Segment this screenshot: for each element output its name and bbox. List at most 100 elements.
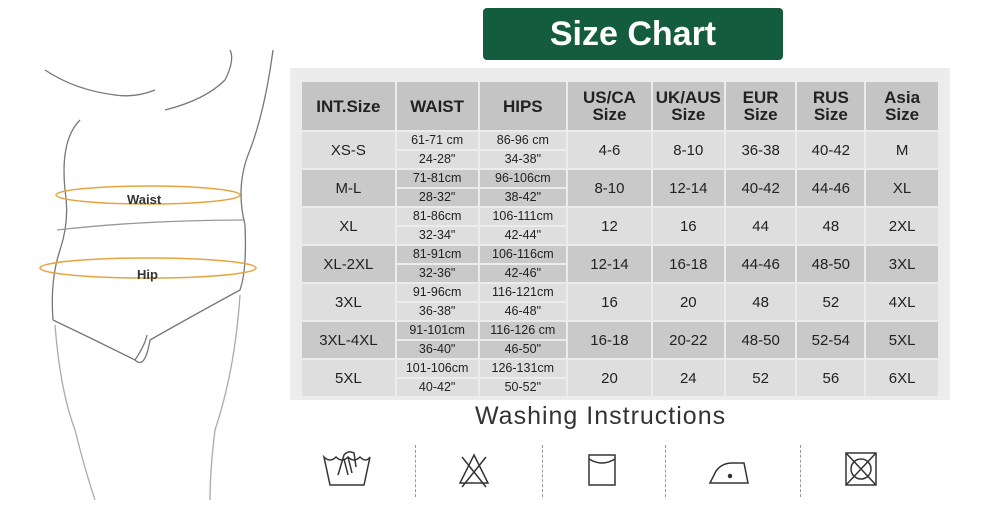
cell-rus: 44-46 [795,168,867,208]
cell-uk: 16-18 [650,244,726,284]
table-row: XL 81-86cm 106-111cm 12 16 44 48 2XL [300,206,940,246]
cell-hips-in: 42-44" [477,225,569,246]
cell-uk: 8-10 [650,130,726,170]
divider [542,445,543,497]
cell-hips-cm: 106-116cm [477,244,569,265]
cell-waist-cm: 91-96cm [394,282,480,303]
cell-rus: 52-54 [795,320,867,360]
size-table: INT.Size WAIST HIPS US/CA Size UK/AUS Size EU… [300,80,940,398]
cell-waist-in: 28-32" [394,187,480,208]
cell-hips-in: 42-46" [477,263,569,284]
cell-rus: 56 [795,358,867,398]
cell-int: 5XL [300,358,397,398]
table-row-inches: 28-32" 38-42" [301,187,939,208]
cell-asia: 2XL [864,206,940,246]
hip-label: Hip [137,267,158,282]
column-header: EUR Size [723,80,798,132]
cell-eur: 52 [723,358,798,398]
cell-hips-cm: 96-106cm [477,168,569,189]
table-row-inches: 36-38" 46-48" [301,301,939,322]
hand-wash-icon [322,445,372,495]
iron-low-icon [708,445,752,495]
cell-us: 20 [566,358,653,398]
cell-uk: 24 [650,358,726,398]
cell-us: 16 [566,282,653,322]
table-row: XL-2XL 81-91cm 106-116cm 12-14 16-18 44-46 48-… [300,244,940,284]
cell-asia: 5XL [864,320,940,360]
cell-hips-in: 50-52" [477,377,569,398]
column-header: INT.Size [300,80,397,132]
cell-hips-cm: 106-111cm [477,206,569,227]
table-row: 3XL 91-96cm 116-121cm 16 20 48 52 4XL [300,282,940,322]
cell-us: 8-10 [566,168,653,208]
cell-rus: 52 [795,282,867,322]
cell-waist-in: 36-40" [394,339,480,360]
cell-asia: 6XL [864,358,940,398]
cell-hips-cm: 86-96 cm [477,130,569,151]
cell-int: XL [300,206,397,246]
dry-flat-icon [587,445,617,495]
cell-hips-cm: 126-131cm [477,358,569,379]
table-row-inches: 24-28" 34-38" [301,149,939,170]
cell-int: 3XL [300,282,397,322]
cell-hips-in: 46-50" [477,339,569,360]
cell-waist-in: 36-38" [394,301,480,322]
cell-uk: 20 [650,282,726,322]
cell-int: XL-2XL [300,244,397,284]
cell-int: XS-S [300,130,397,170]
cell-rus: 40-42 [795,130,867,170]
divider [665,445,666,497]
cell-waist-cm: 81-86cm [394,206,480,227]
cell-eur: 44 [723,206,798,246]
waist-label: Waist [127,192,162,207]
column-header: US/CA Size [566,80,653,132]
cell-int: 3XL-4XL [300,320,397,360]
cell-eur: 44-46 [723,244,798,284]
cell-us: 4-6 [566,130,653,170]
cell-waist-cm: 61-71 cm [394,130,480,151]
cell-hips-cm: 116-121cm [477,282,569,303]
cell-us: 12 [566,206,653,246]
body-figure: Waist Hip [35,49,285,505]
table-row: M-L 71-81cm 96-106cm 8-10 12-14 40-42 44-46 XL [300,168,940,208]
cell-waist-cm: 81-91cm [394,244,480,265]
body-outline-illustration [39,49,274,501]
cell-eur: 48-50 [723,320,798,360]
cell-hips-in: 38-42" [477,187,569,208]
cell-uk: 16 [650,206,726,246]
table-row-inches: 36-40" 46-50" [301,339,939,360]
cell-waist-in: 40-42" [394,377,480,398]
cell-rus: 48 [795,206,867,246]
cell-eur: 48 [723,282,798,322]
cell-uk: 12-14 [650,168,726,208]
cell-waist-cm: 71-81cm [394,168,480,189]
do-not-tumble-dry-icon [843,445,879,495]
cell-us: 12-14 [566,244,653,284]
cell-asia: M [864,130,940,170]
divider [800,445,801,497]
column-header: Asia Size [864,80,940,132]
table-row: 5XL 101-106cm 126-131cm 20 24 52 56 6XL [300,358,940,398]
table-row: XS-S 61-71 cm 86-96 cm 4-6 8-10 36-38 40-42 M [300,130,940,170]
column-header: HIPS [477,80,569,132]
cell-asia: 3XL [864,244,940,284]
divider [415,445,416,497]
cell-hips-cm: 116-126 cm [477,320,569,341]
table-row: 3XL-4XL 91-101cm 116-126 cm 16-18 20-22 48-50… [300,320,940,360]
table-row-inches: 40-42" 50-52" [301,377,939,398]
cell-hips-in: 46-48" [477,301,569,322]
cell-waist-in: 32-36" [394,263,480,284]
table-header-row: INT.Size WAIST HIPS US/CA Size UK/AUS Size EU… [300,80,940,132]
cell-asia: 4XL [864,282,940,322]
cell-waist-cm: 101-106cm [394,358,480,379]
do-not-bleach-icon [458,445,490,495]
cell-int: M-L [300,168,397,208]
table-row-inches: 32-36" 42-46" [301,263,939,284]
cell-eur: 36-38 [723,130,798,170]
cell-waist-cm: 91-101cm [394,320,480,341]
washing-instructions-title: Washing Instructions [475,402,727,430]
cell-waist-in: 32-34" [394,225,480,246]
size-chart-title: Size Chart [483,8,783,60]
column-header: RUS Size [795,80,867,132]
cell-rus: 48-50 [795,244,867,284]
